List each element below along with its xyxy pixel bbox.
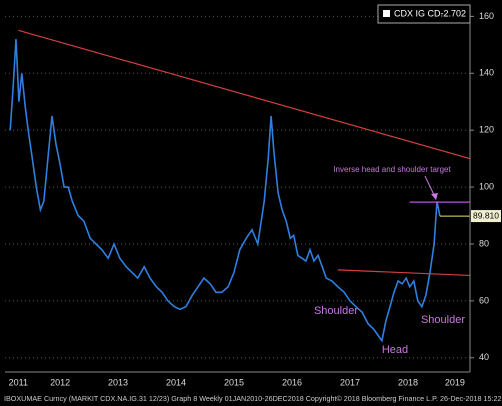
y-tick-label: 160 [479,11,494,21]
legend-label: CDX IG CD... [394,8,448,18]
last-value-box [471,210,501,223]
x-tick-label: 2013 [108,377,128,387]
y-tick-label: 80 [479,238,489,248]
legend-swatch [383,10,390,17]
annotation: Shoulder [421,314,465,326]
x-tick-label: 2017 [340,377,360,387]
trend-line [337,269,470,277]
x-tick-label: 2018 [398,377,418,387]
x-tick-label: 2011 [9,377,28,387]
x-tick-label: 2019 [445,377,465,387]
annotation: Shoulder [314,305,358,317]
trend-line [18,29,470,160]
plot-area [9,29,470,343]
last-value-label: 89.810 [473,210,499,220]
y-tick-label: 140 [479,68,494,78]
annotation: Inverse head and shoulder target [333,165,451,174]
y-tick-label: 60 [479,295,489,305]
x-tick-label: 2014 [166,377,186,387]
annotation: Head [382,344,408,356]
footer: IBOXUMAE Curncy (MARKIT CDX.NA.IG.31 12/… [4,394,502,403]
annotation-arrowhead [431,193,438,200]
labels: 40 60 80 100 120 140 160 2011 2012 2013 2014 2015 20… [9,11,501,387]
legend-change: -2.702 [440,8,466,18]
x-tick-label: 2015 [224,377,244,387]
y-tick-label: 120 [479,125,494,135]
x-tick-label: 2016 [282,377,302,387]
y-tick-label: 100 [479,181,494,191]
series-line [9,39,441,343]
legend-box [377,4,471,24]
x-tick-label: 2012 [50,377,70,387]
grid [5,15,470,359]
y-tick-label: 40 [479,352,489,362]
